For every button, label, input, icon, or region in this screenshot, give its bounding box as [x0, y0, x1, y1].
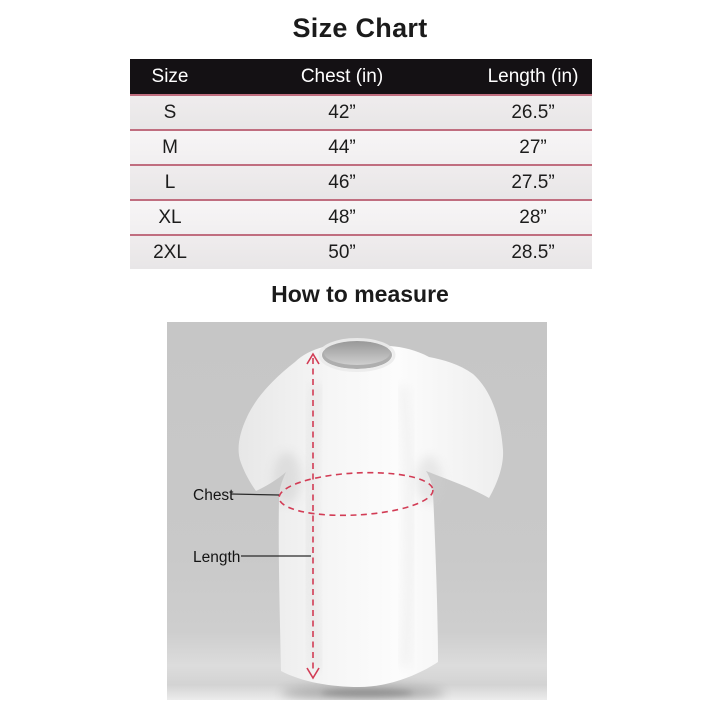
- table-row: M 44” 27”: [130, 129, 592, 164]
- arrow-down-icon: [306, 667, 320, 680]
- tshirt-shadow: [281, 685, 445, 700]
- header-cell-chest: Chest (in): [300, 65, 384, 87]
- length-cell: 28”: [519, 206, 547, 228]
- size-cell: S: [163, 101, 177, 123]
- length-cell: 27”: [519, 136, 547, 158]
- size-cell: 2XL: [153, 241, 187, 263]
- size-table: Size Chest (in) Length (in) S 42” 26.5” …: [130, 59, 592, 269]
- length-cell: 28.5”: [511, 241, 555, 263]
- tshirt-measure-diagram: Chest Length: [193, 338, 504, 700]
- tshirt-illustration: [238, 338, 504, 687]
- length-cell: 27.5”: [511, 171, 555, 193]
- table-row: XL 48” 28”: [130, 199, 592, 234]
- chest-leader-line: [230, 493, 280, 496]
- chest-cell: 46”: [328, 171, 356, 193]
- header-cell-size: Size: [151, 65, 189, 87]
- chest-cell: 44”: [328, 136, 356, 158]
- table-row: L 46” 27.5”: [130, 164, 592, 199]
- length-label: Length: [193, 549, 240, 566]
- table-row: 2XL 50” 28.5”: [130, 234, 592, 269]
- chest-label: Chest: [193, 487, 234, 504]
- chest-cell: 50”: [328, 241, 356, 263]
- collar: [318, 338, 396, 372]
- size-cell: XL: [158, 206, 182, 228]
- measure-section-title: How to measure: [271, 281, 449, 307]
- size-cell: L: [164, 171, 176, 193]
- size-cell: M: [162, 136, 178, 158]
- table-row: S 42” 26.5”: [130, 94, 592, 129]
- page-title: Size Chart: [292, 13, 428, 43]
- tshirt-photo: Chest Length: [167, 322, 547, 700]
- length-cell: 26.5”: [511, 101, 555, 123]
- arrow-up-icon: [306, 352, 320, 365]
- header-cell-length: Length (in): [487, 65, 579, 87]
- chest-cell: 42”: [328, 101, 356, 123]
- chest-cell: 48”: [328, 206, 356, 228]
- table-header-row: Size Chest (in) Length (in): [130, 59, 592, 94]
- length-measure-line: [306, 352, 320, 680]
